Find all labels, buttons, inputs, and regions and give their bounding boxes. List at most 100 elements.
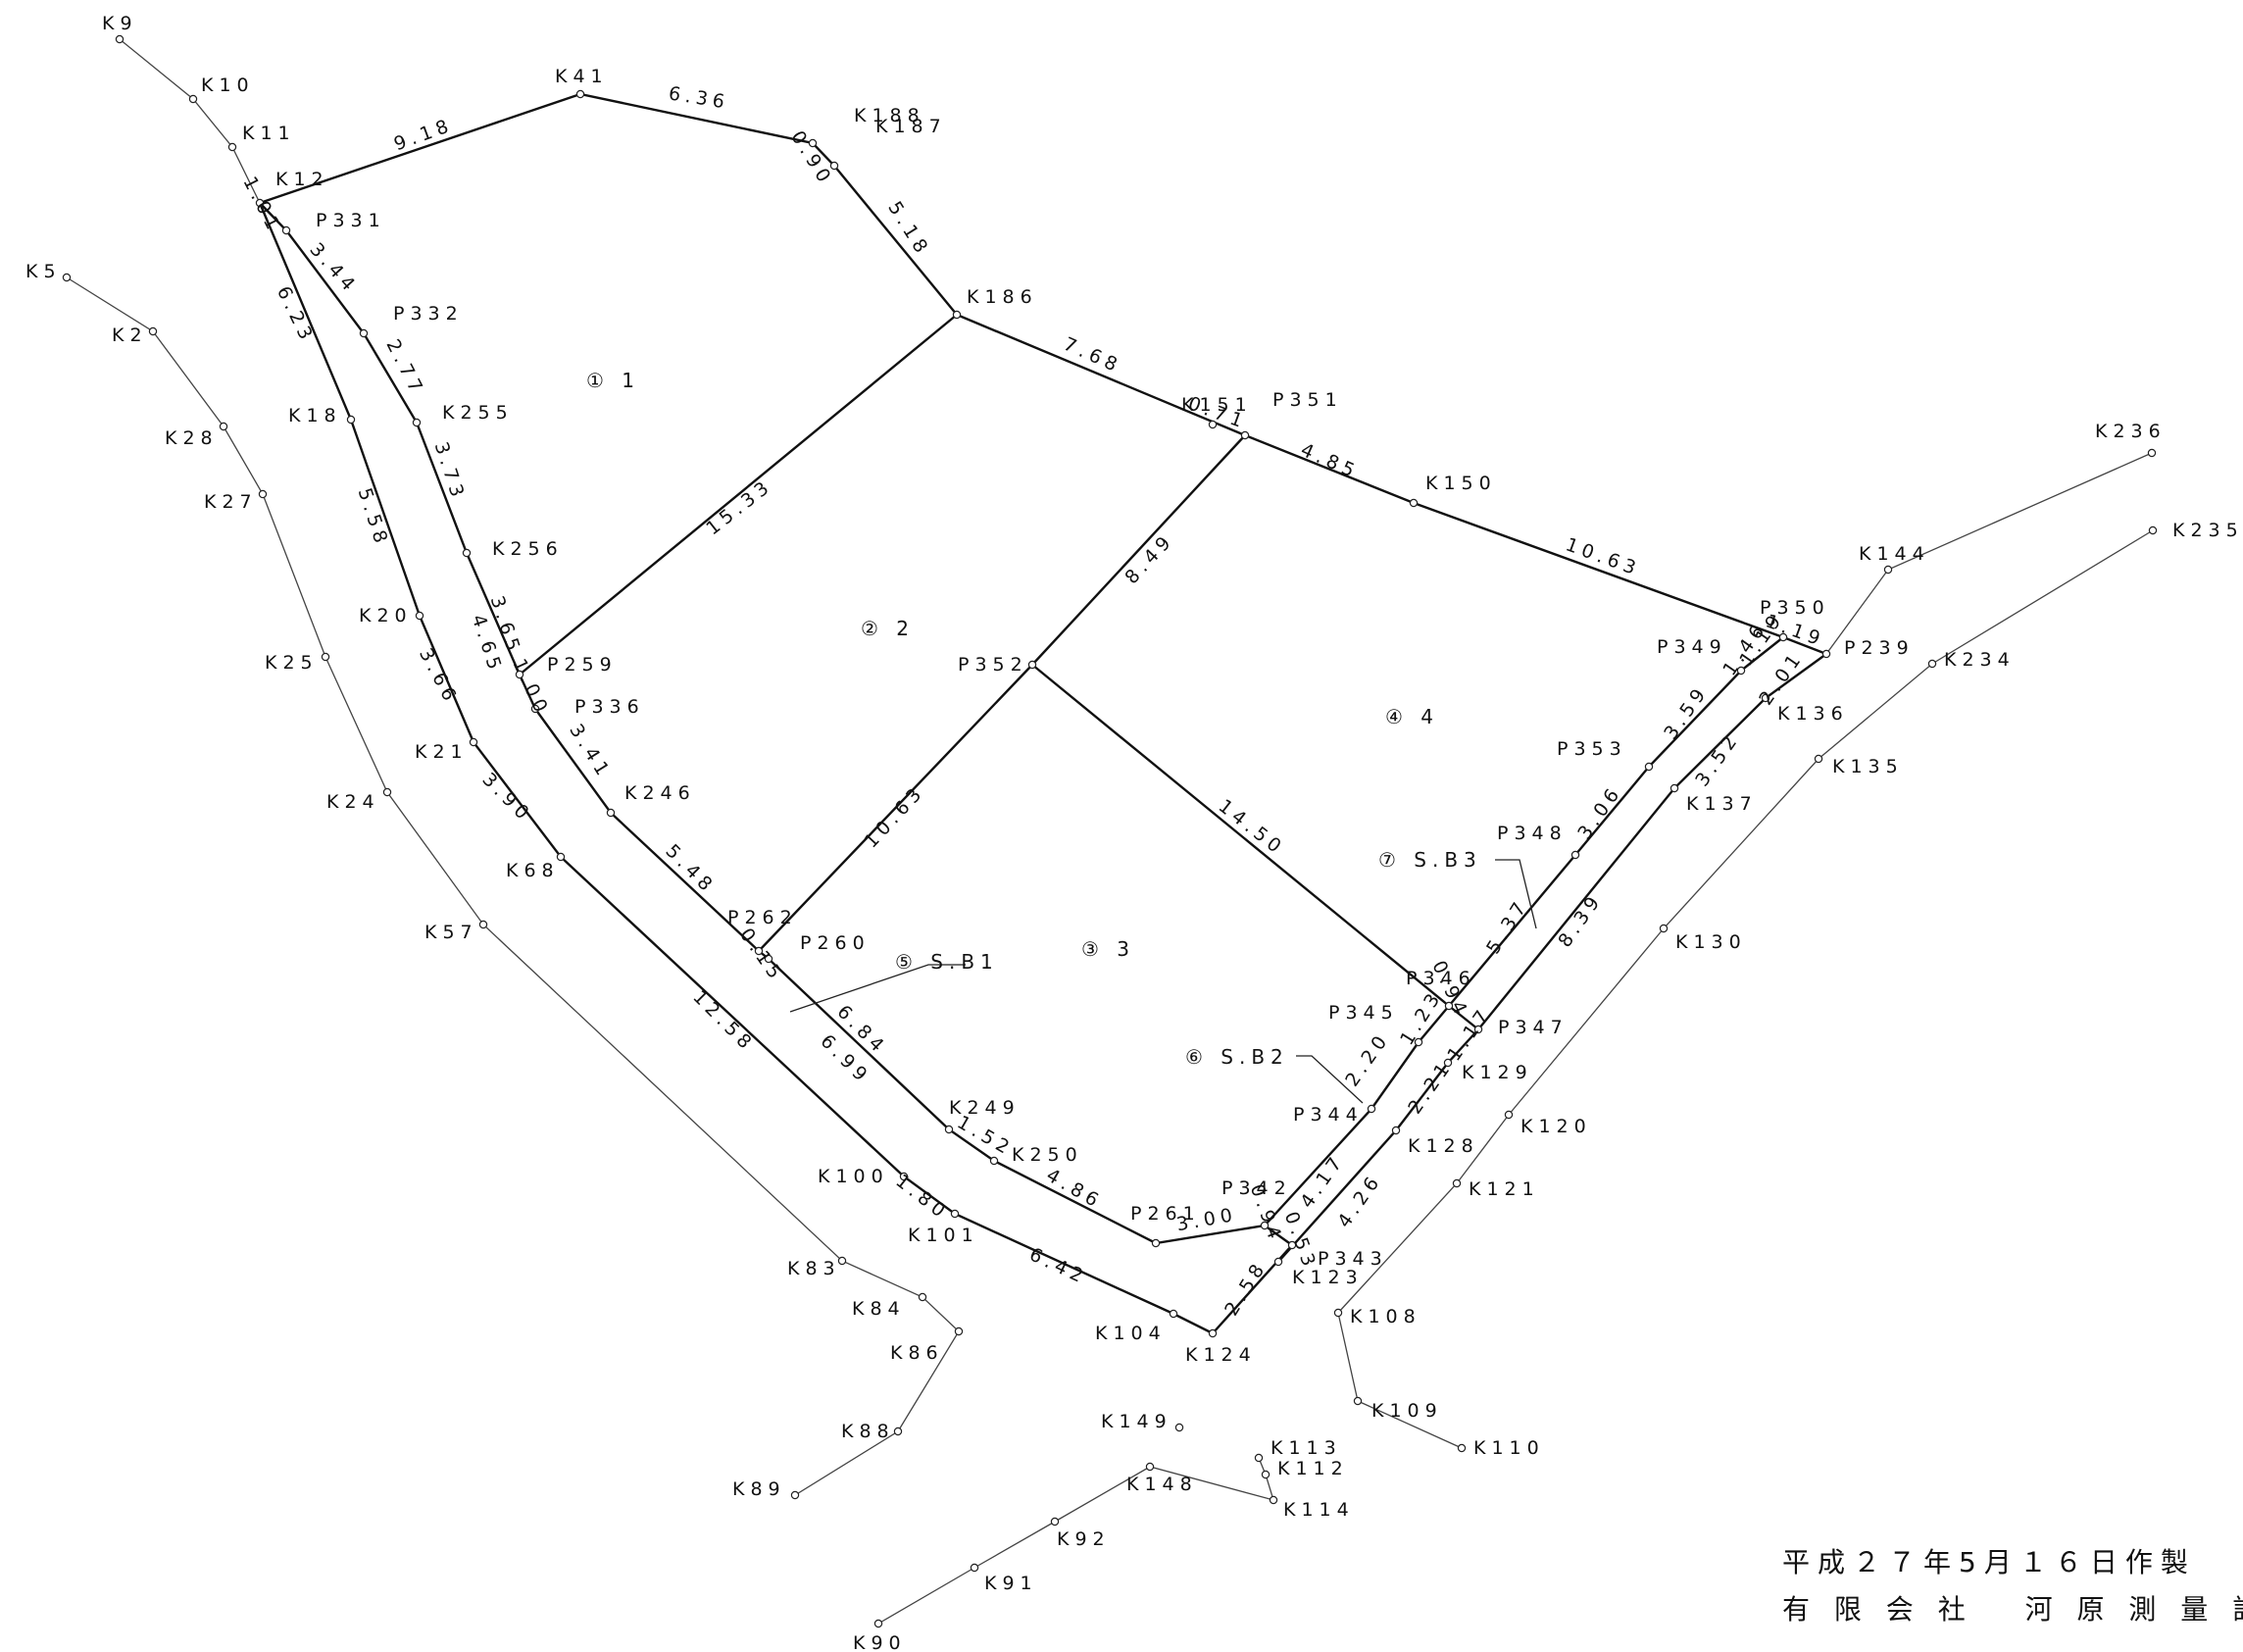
distance-label: 6.42	[1026, 1243, 1091, 1288]
point-label-k83: K83	[787, 1258, 841, 1279]
point-label-k110: K110	[1473, 1437, 1545, 1459]
point-label-p259: P259	[547, 654, 618, 676]
survey-point-k123-marker	[1273, 1257, 1283, 1267]
point-label-k18: K18	[288, 405, 342, 426]
point-label-k120: K120	[1520, 1116, 1592, 1137]
survey-point-k246-marker	[606, 808, 616, 818]
point-label-p260: P260	[800, 932, 871, 954]
survey-point-k109-marker	[1353, 1396, 1363, 1406]
distance-label: 3.90	[477, 769, 536, 827]
point-label-p262: P262	[727, 907, 798, 928]
callout-leader-line	[1495, 859, 1537, 929]
survey-point-k10-marker	[188, 94, 198, 104]
survey-point-k89-marker	[790, 1490, 800, 1500]
point-label-p239: P239	[1844, 637, 1915, 659]
survey-point-k149-marker	[1174, 1423, 1184, 1432]
boundary-lines-thin	[66, 38, 2154, 1625]
survey-point-k86-marker	[954, 1327, 964, 1336]
point-label-p343: P343	[1318, 1248, 1388, 1270]
distance-label: 2.01	[1755, 647, 1808, 710]
point-label-k234: K234	[1944, 649, 2016, 671]
survey-point-k2-marker	[148, 326, 158, 336]
point-label-k149: K149	[1101, 1411, 1172, 1432]
survey-point-p349-marker	[1736, 666, 1746, 676]
survey-point-k151-marker	[1208, 420, 1218, 429]
survey-points	[62, 34, 2158, 1628]
leader-lines	[789, 859, 1537, 1104]
survey-point-k12-marker	[255, 198, 265, 208]
survey-point-k110-marker	[1457, 1443, 1467, 1453]
distance-label: 0.15	[735, 925, 788, 987]
survey-point-p260-marker	[764, 954, 773, 964]
parcel-boundary-line	[259, 92, 1827, 656]
survey-point-k188-marker	[808, 138, 818, 148]
point-label-k236: K236	[2095, 421, 2167, 442]
distance-label: 5.58	[354, 485, 393, 550]
distance-label: 5.18	[883, 198, 934, 262]
distance-label: 8.39	[1554, 889, 1607, 952]
survey-point-k121-marker	[1452, 1178, 1462, 1188]
survey-point-k113-marker	[1254, 1453, 1264, 1463]
distance-label: 2.58	[1221, 1257, 1271, 1321]
survey-point-k255-marker	[412, 418, 422, 427]
point-label-p346: P346	[1406, 968, 1476, 989]
point-label-p349: P349	[1657, 636, 1727, 658]
point-label-k12: K12	[275, 169, 329, 190]
point-label-k123: K123	[1292, 1267, 1364, 1288]
point-label-k151: K151	[1181, 394, 1253, 416]
point-label-k128: K128	[1408, 1135, 1479, 1157]
survey-point-k88-marker	[893, 1427, 903, 1436]
survey-point-k68-marker	[556, 852, 566, 862]
survey-point-k108-marker	[1333, 1308, 1343, 1318]
parcel-boundary-line	[519, 314, 958, 676]
point-label-k109: K109	[1371, 1400, 1443, 1422]
parcel-boundary-line	[1264, 636, 1784, 1226]
point-label-p344: P344	[1293, 1104, 1364, 1126]
survey-point-k21-marker	[469, 737, 478, 747]
survey-point-p239-marker	[1821, 649, 1831, 659]
survey-point-p347-marker	[1473, 1025, 1483, 1034]
point-label-k250: K250	[1012, 1144, 1083, 1166]
survey-point-k114-marker	[1269, 1495, 1278, 1505]
point-label-k88: K88	[841, 1421, 895, 1442]
survey-point-p348-marker	[1570, 850, 1580, 860]
survey-point-p262-marker	[754, 946, 764, 956]
survey-point-k130-marker	[1659, 924, 1669, 933]
survey-point-k136-marker	[1761, 693, 1770, 703]
thin-boundary-line	[119, 38, 261, 204]
distance-label: 3.52	[1691, 728, 1744, 791]
survey-point-k128-marker	[1391, 1126, 1401, 1135]
point-label-k137: K137	[1686, 793, 1758, 815]
point-label-k130: K130	[1675, 931, 1747, 953]
distance-label: 0.90	[786, 127, 837, 191]
point-label-k108: K108	[1350, 1306, 1421, 1327]
point-label-k104: K104	[1095, 1323, 1167, 1344]
parcel-boundary-line	[1277, 653, 1827, 1263]
point-label-k21: K21	[415, 741, 469, 763]
survey-point-p351-marker	[1240, 430, 1250, 440]
distance-label: 9.18	[391, 114, 456, 155]
survey-point-k148-marker	[1145, 1462, 1155, 1472]
point-label-p345: P345	[1328, 1002, 1399, 1024]
survey-point-k236-marker	[2147, 448, 2157, 458]
point-label-k25: K25	[265, 652, 319, 674]
survey-point-k100-marker	[899, 1172, 909, 1181]
point-label-k113: K113	[1271, 1437, 1342, 1459]
survey-point-k186-marker	[952, 310, 962, 320]
survey-point-k101-marker	[950, 1209, 960, 1219]
point-label-k136: K136	[1777, 703, 1849, 725]
distance-label: 6.23	[273, 283, 319, 348]
survey-point-k144-marker	[1883, 565, 1893, 575]
point-label-k92: K92	[1057, 1528, 1111, 1550]
point-label-k129: K129	[1462, 1062, 1533, 1083]
survey-point-k120-marker	[1504, 1110, 1514, 1120]
point-label-k86: K86	[890, 1342, 944, 1364]
point-label-k112: K112	[1277, 1458, 1349, 1479]
point-label-k11: K11	[242, 123, 296, 144]
survey-point-k235-marker	[2148, 526, 2158, 535]
point-label-p352: P352	[958, 654, 1028, 676]
point-label-k41: K41	[555, 66, 609, 87]
area-label: ③ 3	[1081, 937, 1135, 961]
survey-point-k28-marker	[219, 422, 228, 431]
point-label-p342: P342	[1221, 1177, 1292, 1199]
